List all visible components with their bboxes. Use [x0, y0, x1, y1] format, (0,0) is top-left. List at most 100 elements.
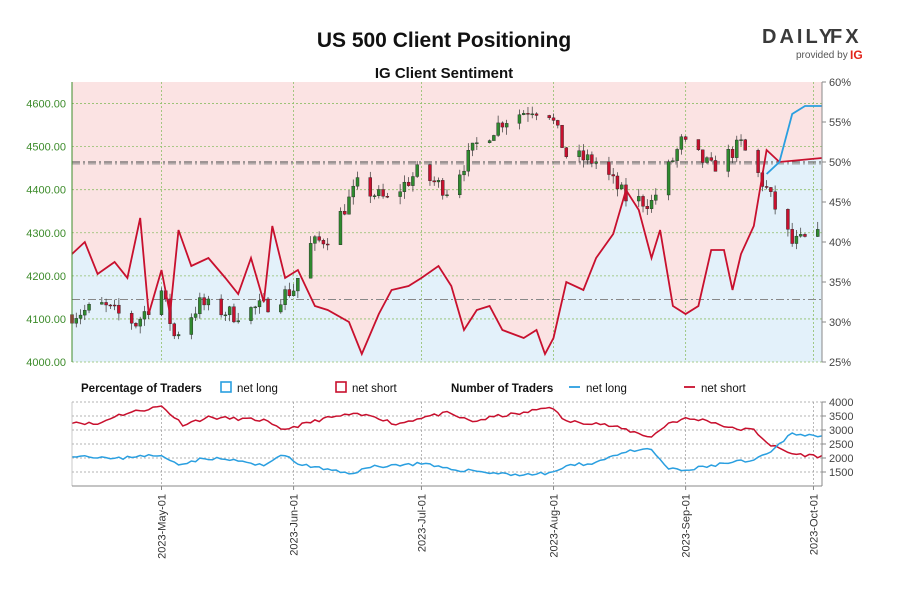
candle-body: [83, 309, 87, 316]
candle-body: [193, 313, 198, 318]
candle-body: [790, 229, 794, 244]
date-tick-label: 2023-Jul-01: [416, 494, 428, 552]
candle-body: [496, 122, 500, 136]
logo-brand-right: FX: [830, 26, 862, 48]
candle-body: [794, 235, 799, 244]
candle-body: [560, 124, 564, 148]
candle-body: [415, 164, 419, 177]
candle-body: [816, 229, 820, 237]
candle-body: [683, 136, 688, 140]
candle-body: [368, 177, 372, 197]
candle-body: [372, 195, 377, 197]
legend-pct-title: Percentage of Traders: [81, 383, 202, 395]
dailyfx-logo: DAILY FX provided by IG: [762, 26, 863, 62]
traders-net-short-line: [71, 405, 823, 459]
candle-body: [756, 150, 760, 173]
legend-pct-short-swatch: [335, 381, 347, 393]
legend: Percentage of Traders net long net short…: [81, 381, 747, 395]
price-candles: [70, 106, 820, 340]
legend-pct-long: net long: [237, 383, 278, 395]
candle-body: [347, 196, 351, 215]
candle-body: [74, 318, 78, 324]
traders-net-long-line: [71, 432, 823, 477]
candle-body: [607, 161, 611, 175]
candle-body: [764, 186, 769, 188]
candle-body: [385, 196, 390, 198]
candle-body: [641, 196, 645, 207]
candle-body: [100, 302, 104, 305]
pct-tick-label: 60%: [829, 77, 851, 89]
candle-body: [317, 236, 321, 241]
traders-gridlines: [72, 401, 822, 486]
candle-body: [189, 317, 194, 335]
candle-body: [202, 297, 206, 306]
candle-body: [675, 149, 679, 161]
traders-tick-label: 2000: [829, 453, 853, 465]
candle-body: [590, 154, 594, 164]
candle-body: [730, 149, 735, 158]
candle-body: [325, 243, 330, 246]
traders-tick-label: 3500: [829, 411, 853, 423]
candle-body: [462, 170, 466, 176]
candle-body: [296, 277, 300, 292]
candle-body: [321, 240, 326, 245]
date-axis: 2023-May-01 2023-Jun-01 2023-Jul-01 2023-Au…: [72, 485, 822, 559]
candle-body: [227, 306, 232, 316]
candle-body: [470, 142, 475, 151]
candle-body: [611, 174, 615, 177]
pct-tick-label: 45%: [829, 197, 851, 209]
main-gridlines: [72, 82, 822, 363]
candle-body: [78, 314, 83, 319]
candle-body: [585, 154, 590, 161]
candle-body: [492, 135, 496, 141]
candle-body: [428, 164, 432, 181]
candle-body: [798, 234, 803, 237]
candle-body: [291, 290, 296, 296]
candle-body: [649, 200, 654, 209]
date-tick-label: 2023-Oct-01: [808, 494, 820, 555]
candle-body: [564, 147, 569, 157]
traders-tick-label: 2500: [829, 439, 853, 451]
candle-body: [466, 150, 471, 172]
main-axes: 4000.00 4100.00 4200.00 4300.00 4400.00 4500.…: [26, 77, 851, 369]
candle-body: [713, 160, 718, 172]
legend-pct-long-swatch: [220, 381, 232, 393]
candle-body: [436, 180, 441, 183]
candle-body: [679, 136, 684, 150]
candle-body: [381, 189, 385, 197]
candle-body: [223, 314, 228, 317]
candle-body: [700, 149, 705, 163]
candle-body: [279, 304, 283, 313]
candle-body: [253, 306, 257, 309]
traders-axes: 1500 2000 2500 3000 3500 4000: [71, 397, 853, 486]
candle-body: [257, 300, 262, 308]
candle-body: [445, 194, 449, 197]
candle-body: [343, 211, 347, 215]
date-tick-label: 2023-Sep-01: [681, 494, 693, 558]
candle-body: [283, 289, 287, 305]
candle-body: [411, 176, 415, 186]
date-tick-label: 2023-Jun-01: [289, 494, 301, 556]
candle-body: [308, 243, 313, 279]
candle-body: [441, 180, 445, 196]
candle-body: [522, 113, 526, 115]
candle-body: [743, 139, 747, 151]
traders-tick-label: 4000: [829, 397, 853, 409]
candle-body: [577, 150, 581, 157]
candle-body: [176, 334, 181, 337]
candle-body: [517, 114, 522, 124]
candle-body: [206, 298, 211, 306]
candle-body: [351, 185, 355, 198]
candle-body: [108, 304, 113, 307]
candle-body: [581, 150, 586, 161]
chart-title: US 500 Client Positioning: [317, 29, 571, 52]
candle-body: [654, 194, 658, 201]
candle-body: [547, 115, 551, 119]
price-tick-label: 4600.00: [26, 99, 66, 111]
candle-body: [198, 297, 202, 315]
candle-body: [726, 149, 730, 172]
candle-body: [504, 123, 509, 128]
candle-body: [666, 161, 671, 196]
candle-body: [534, 113, 539, 116]
